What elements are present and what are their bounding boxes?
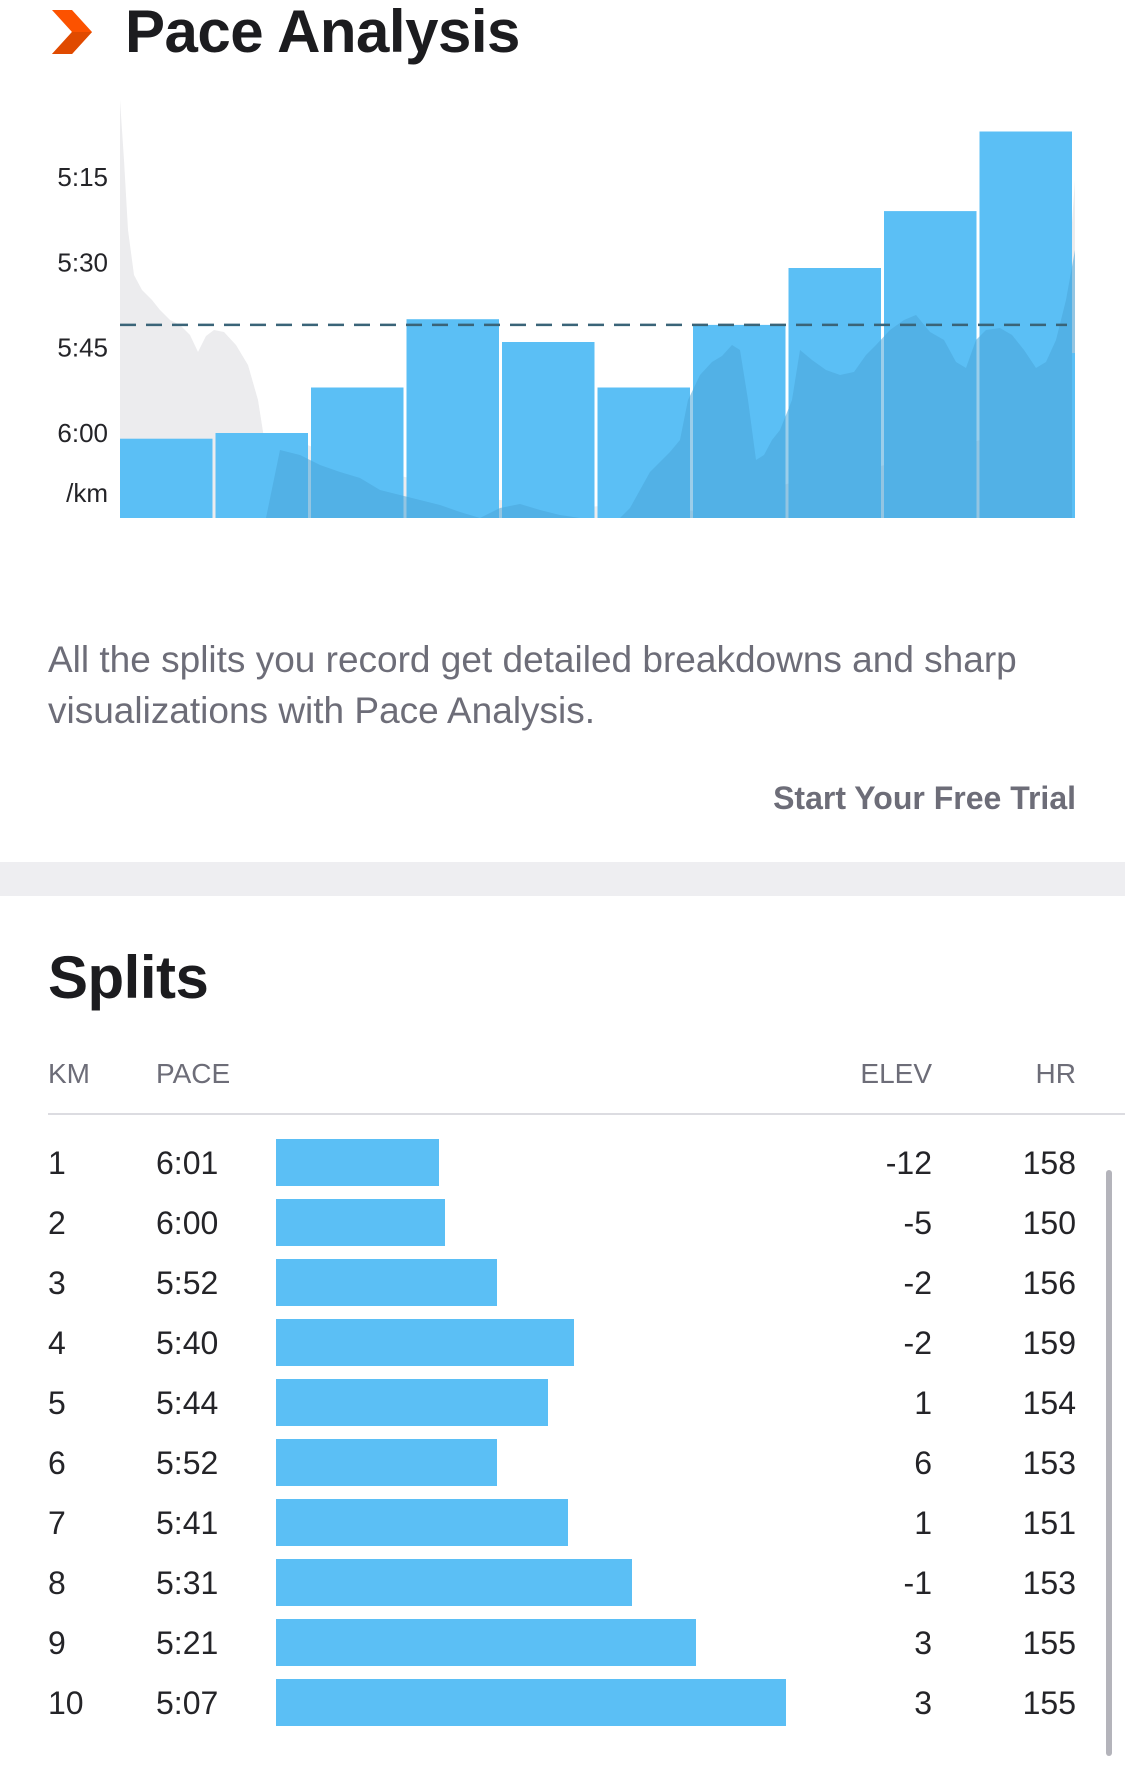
column-header-hr[interactable]: HR — [1035, 1058, 1076, 1089]
scrollbar[interactable] — [1106, 1170, 1112, 1756]
split-heart-rate: 151 — [1022, 1505, 1076, 1541]
splits-title: Splits — [48, 944, 209, 1011]
table-row[interactable]: 10 5:07 3 155 — [0, 1673, 1125, 1733]
split-elevation: -2 — [903, 1325, 932, 1361]
split-pace-bar — [276, 1619, 696, 1666]
split-km: 7 — [48, 1505, 66, 1541]
split-pace-bar — [276, 1559, 632, 1606]
table-row[interactable]: 3 5:52 -2 156 — [0, 1253, 1125, 1313]
pace-analysis-header: Pace Analysis — [52, 0, 520, 64]
split-heart-rate: 150 — [1022, 1205, 1076, 1241]
table-row[interactable]: 1 6:01 -12 158 — [0, 1133, 1125, 1193]
y-tick-label: 5:15 — [57, 162, 108, 192]
split-elevation: 1 — [914, 1505, 932, 1541]
split-elevation: 3 — [914, 1625, 932, 1661]
split-elevation: -2 — [903, 1265, 932, 1301]
split-km: 5 — [48, 1385, 66, 1421]
split-pace: 6:00 — [156, 1205, 219, 1241]
split-km: 3 — [48, 1265, 66, 1301]
split-km: 8 — [48, 1565, 66, 1601]
table-row[interactable]: 4 5:40 -2 159 — [0, 1313, 1125, 1373]
pace-analysis-section: Pace Analysis 5:15 5:30 5:45 6:00/km All th… — [0, 0, 1125, 862]
start-free-trial-button[interactable]: Start Your Free Trial — [773, 780, 1076, 816]
pace-bar-km-5 — [502, 342, 595, 518]
pace-bar-km-1 — [120, 438, 213, 518]
split-heart-rate: 155 — [1022, 1685, 1076, 1721]
split-pace: 5:52 — [156, 1265, 219, 1301]
split-pace: 6:01 — [156, 1145, 219, 1181]
split-elevation: 6 — [914, 1445, 932, 1481]
split-pace-bar — [276, 1499, 568, 1546]
table-row[interactable]: 9 5:21 3 155 — [0, 1613, 1125, 1673]
split-pace: 5:40 — [156, 1325, 219, 1361]
pace-analysis-description: All the splits you record get detailed b… — [48, 639, 1017, 731]
split-elevation: -12 — [885, 1145, 932, 1181]
chevron-right-icon — [52, 10, 92, 54]
split-elevation: -5 — [903, 1205, 932, 1241]
split-elevation: 3 — [914, 1685, 932, 1721]
split-heart-rate: 154 — [1022, 1385, 1076, 1421]
split-pace: 5:52 — [156, 1445, 219, 1481]
y-tick-label: 5:45 — [57, 333, 108, 363]
split-pace-bar — [276, 1319, 574, 1366]
split-heart-rate: 153 — [1022, 1445, 1076, 1481]
table-row[interactable]: 5 5:44 1 154 — [0, 1373, 1125, 1433]
split-heart-rate: 156 — [1022, 1265, 1076, 1301]
split-km: 6 — [48, 1445, 66, 1481]
page-title: Pace Analysis — [125, 0, 520, 65]
split-km: 10 — [48, 1685, 84, 1721]
split-heart-rate: 155 — [1022, 1625, 1076, 1661]
splits-section: Splits KM PACE ELEV HR 1 6:01 -12 158 2 6:00-… — [0, 896, 1125, 1773]
split-pace: 5:07 — [156, 1685, 219, 1721]
split-pace: 5:31 — [156, 1565, 219, 1601]
split-pace-bar — [276, 1679, 786, 1726]
split-km: 2 — [48, 1205, 66, 1241]
split-pace-bar — [276, 1199, 445, 1246]
split-pace-bar — [276, 1139, 439, 1186]
pace-chart: 5:15 5:30 5:45 6:00/km — [57, 100, 1075, 518]
y-tick-label: 6:00 — [57, 418, 108, 448]
table-row[interactable]: 6 5:52 6 153 — [0, 1433, 1125, 1493]
header-divider — [48, 1113, 1125, 1115]
split-heart-rate: 158 — [1022, 1145, 1076, 1181]
split-pace-bar — [276, 1439, 497, 1486]
column-header-pace[interactable]: PACE — [156, 1058, 231, 1089]
column-header-elev[interactable]: ELEV — [860, 1058, 932, 1089]
section-divider — [0, 862, 1125, 896]
split-pace: 5:21 — [156, 1625, 219, 1661]
chart-edge-sliver — [1072, 353, 1075, 518]
split-pace: 5:41 — [156, 1505, 219, 1541]
split-pace: 5:44 — [156, 1385, 219, 1421]
split-pace-bar — [276, 1379, 548, 1426]
y-tick-label: 5:30 — [57, 247, 108, 277]
split-heart-rate: 159 — [1022, 1325, 1076, 1361]
pace-bar-km-4 — [406, 319, 499, 518]
split-km: 4 — [48, 1325, 66, 1361]
split-elevation: -1 — [903, 1565, 932, 1601]
split-heart-rate: 153 — [1022, 1565, 1076, 1601]
split-pace-bar — [276, 1259, 497, 1306]
split-elevation: 1 — [914, 1385, 932, 1421]
column-header-km[interactable]: KM — [48, 1058, 90, 1089]
split-km: 9 — [48, 1625, 66, 1661]
split-km: 1 — [48, 1145, 66, 1181]
table-row[interactable]: 8 5:31 -1 153 — [0, 1553, 1125, 1613]
splits-table: KM PACE ELEV HR 1 6:01 -12 158 2 6:00 -5 150 3 5:… — [0, 896, 1125, 1773]
table-row[interactable]: 7 5:41 1 151 — [0, 1493, 1125, 1553]
y-axis-unit-label: /km — [66, 478, 108, 508]
table-row[interactable]: 2 6:00 -5 150 — [0, 1193, 1125, 1253]
